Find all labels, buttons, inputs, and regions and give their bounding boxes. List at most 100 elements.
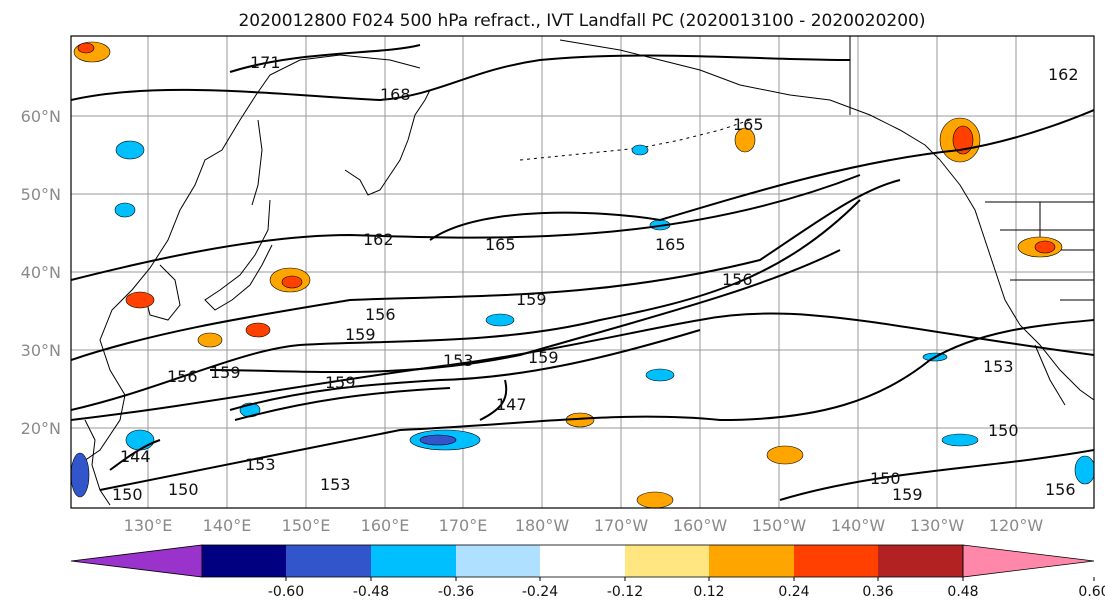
pos-patch: [952, 125, 974, 155]
contour-label: 156: [365, 305, 396, 324]
kamchatka-coastline: [344, 89, 431, 196]
colorbar-bin: [371, 545, 456, 577]
lon-tick-label: 140°W: [831, 516, 886, 535]
map-frame: [70, 35, 1095, 509]
korea-coastline: [144, 264, 181, 321]
contour-label: 147: [496, 395, 527, 414]
colorbar: -0.60 -0.48 -0.36 -0.24 -0.12 0.12 0.24 0.36 0.4…: [70, 544, 1105, 600]
contour-150: [99, 319, 1094, 491]
coastlines: [71, 36, 1094, 506]
colorbar-tick-label: -0.60: [268, 584, 304, 600]
neg-patch: [631, 144, 649, 156]
contour-147: [479, 379, 508, 421]
neg-patch: [71, 452, 90, 498]
colorbar-bin: [709, 545, 794, 577]
contour-label: 162: [363, 230, 394, 249]
colorbar-tick-label: 0.12: [693, 584, 724, 600]
lon-tick-label: 140°E: [203, 516, 252, 535]
contour-label: 159: [528, 348, 559, 367]
lat-tick-label: 60°N: [21, 107, 61, 126]
pos-patch: [245, 322, 271, 338]
contour-153: [71, 312, 1094, 421]
colorbar-tick-label: 0.48: [947, 584, 978, 600]
contour-label: 156: [722, 270, 753, 289]
contour-label: 150: [988, 421, 1019, 440]
pos-patch: [1034, 240, 1056, 254]
lon-tick-label: 170°W: [594, 516, 649, 535]
lon-tick-label: 150°W: [752, 516, 807, 535]
contour-label: 156: [167, 367, 198, 386]
lon-tick-label: 180°W: [515, 516, 570, 535]
lon-tick-label: 150°E: [282, 516, 331, 535]
contour-label: 171: [250, 53, 281, 72]
contour-label: 162: [1048, 65, 1079, 84]
alaska-coastline: [559, 39, 941, 161]
contour-label: 159: [516, 290, 547, 309]
colorbar-bin: [286, 545, 371, 577]
neg-patch: [941, 433, 979, 447]
contour-label: 168: [380, 85, 411, 104]
us-states: [1000, 229, 1094, 301]
neg-patch: [1074, 455, 1094, 485]
contour-label: 165: [655, 235, 686, 254]
asia-coastline: [71, 54, 421, 471]
latitude-axis: 60°N 50°N 40°N 30°N 20°N: [21, 107, 61, 438]
pos-patch: [125, 291, 155, 309]
lat-tick-label: 50°N: [21, 185, 61, 204]
contour-label: 156: [1045, 480, 1076, 499]
pos-patch: [77, 42, 95, 54]
contour-label: 153: [983, 357, 1014, 376]
colorbar-bin: [878, 545, 963, 577]
colorbar-tick-label: 0.24: [778, 584, 809, 600]
lon-tick-label: 160°E: [361, 516, 410, 535]
colorbar-tick-label: -0.12: [607, 584, 643, 600]
contour-label: 153: [245, 455, 276, 474]
contour-156-a: [71, 199, 861, 411]
contour-label: 150: [112, 485, 143, 504]
colorbar-tick-label: -0.48: [353, 584, 389, 600]
contour-label: 159: [210, 363, 241, 382]
contour-label: 165: [485, 235, 516, 254]
contour-jet-2: [234, 387, 451, 421]
colorbar-tick-label: 0.36: [862, 584, 893, 600]
contour-label: 159: [892, 485, 923, 504]
neg-patch: [419, 434, 457, 446]
contour-156-b: [779, 449, 1094, 501]
neg-patch: [485, 313, 515, 327]
colorbar-tick-label: -0.24: [522, 584, 558, 600]
colorbar-extend-max: [962, 544, 1095, 578]
pos-patch: [281, 275, 303, 289]
contour-lines: [71, 44, 1094, 501]
contour-label-group: 171 168 165 165 165 162 162 159 159 159 …: [112, 53, 1079, 504]
neg-patch: [114, 202, 136, 218]
longitude-axis: 130°E 140°E 150°E 160°E 170°E 180°W 170°W 160°W…: [124, 516, 1044, 535]
figure-title: 2020012800 F024 500 hPa refract., IVT La…: [238, 11, 925, 31]
lon-tick-label: 160°W: [673, 516, 728, 535]
contour-label: 150: [870, 469, 901, 488]
lat-tick-label: 20°N: [21, 419, 61, 438]
graticule: [71, 36, 1094, 508]
lon-tick-label: 130°E: [124, 516, 173, 535]
colorbar-bin: [540, 545, 625, 577]
baja-coastline: [1034, 344, 1066, 406]
contour-165: [429, 109, 1094, 241]
colorbar-bin: [202, 545, 286, 577]
pos-patch: [734, 127, 756, 153]
contour-jet-1: [229, 329, 701, 411]
colorbar-tick-label: 0.60: [1078, 584, 1105, 600]
neg-patch: [115, 140, 145, 160]
contour-168: [71, 54, 851, 102]
contour-label: 159: [325, 373, 356, 392]
contour-label: 165: [733, 115, 764, 134]
colorbar-bin: [794, 545, 878, 577]
map-panel: 171 168 165 165 165 162 162 159 159 159 …: [70, 35, 1095, 509]
colorbar-tick-label: -0.36: [438, 584, 474, 600]
lon-tick-label: 170°E: [439, 516, 488, 535]
pos-patch: [766, 445, 804, 465]
lon-tick-label: 120°W: [989, 516, 1044, 535]
contour-144: [109, 439, 161, 471]
pos-patch: [636, 491, 674, 508]
colorbar-extend-min: [70, 544, 203, 578]
contour-159-a: [71, 179, 901, 361]
contour-171: [229, 44, 421, 73]
